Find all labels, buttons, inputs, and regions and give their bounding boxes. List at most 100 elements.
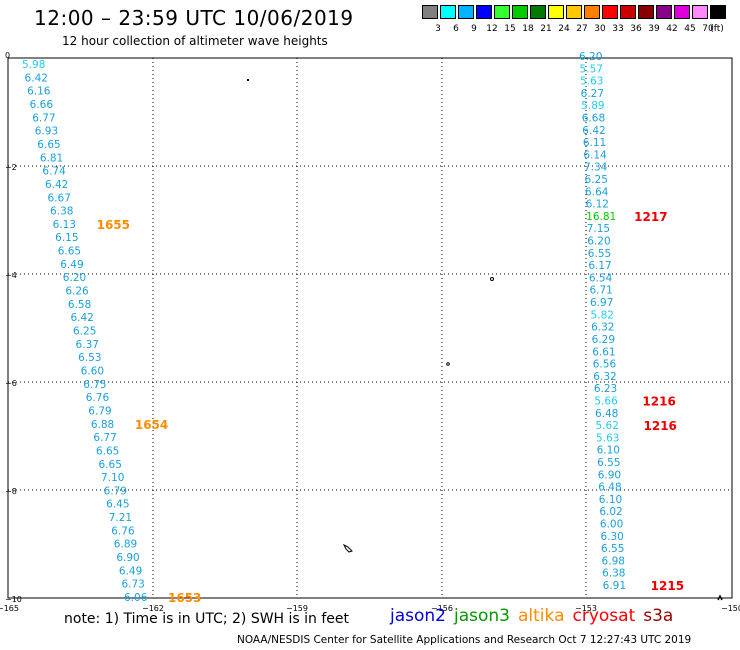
lon-tick-label: −150	[721, 604, 740, 613]
pass-time-label: 1215	[651, 579, 684, 593]
wave-height-value: 6.42	[25, 72, 48, 84]
legend-label: 39	[648, 24, 660, 34]
satellite-s3a: s3a	[643, 606, 674, 626]
units-note: note: 1) Time is in UTC; 2) SWH is in fe…	[64, 611, 350, 627]
wave-height-value: 6.65	[99, 459, 122, 471]
pass-time-label: 1653	[168, 591, 201, 605]
island	[490, 277, 494, 281]
map-subtitle: 12 hour collection of altimeter wave hei…	[62, 34, 328, 48]
legend-swatch	[710, 5, 726, 19]
wave-height-value: 7.34	[584, 162, 608, 174]
legend-swatch	[440, 5, 456, 19]
legend-label: 15	[504, 24, 516, 34]
legend-swatch	[620, 5, 636, 19]
pass-time-label: 1655	[97, 218, 130, 232]
wave-height-value: 6.58	[68, 299, 91, 311]
legend-unit: (ft)	[710, 24, 724, 34]
lat-tick-label: −2	[5, 163, 17, 172]
legend-label: 33	[612, 24, 624, 34]
wave-height-value: 6.49	[60, 259, 83, 271]
map-title: 12:00 – 23:59 UTC 10/06/2019	[34, 6, 354, 30]
wave-height-value: 6.65	[37, 139, 60, 151]
wave-height-value: 6.02	[599, 506, 622, 518]
satellite-cryosat: cryosat	[572, 606, 636, 626]
lat-tick-label: −10	[5, 595, 22, 604]
wave-height-value: 6.79	[88, 405, 111, 417]
wave-height-value: 6.15	[55, 232, 78, 244]
island	[342, 543, 353, 553]
legend-label: 21	[540, 24, 552, 34]
wave-height-value: 6.32	[591, 322, 614, 334]
wave-height-value: 6.91	[603, 580, 626, 592]
wave-height-value: 7.15	[587, 223, 610, 235]
legend-swatch	[476, 5, 492, 19]
wave-height-value: 6.56	[593, 359, 617, 371]
wave-height-value: 6.98	[602, 555, 625, 567]
wave-height-value: 6.11	[583, 137, 606, 149]
legend-swatch	[422, 5, 438, 19]
lon-tick-label: −159	[286, 604, 308, 613]
wave-height-value: 6.64	[585, 186, 609, 198]
wave-height-value: 6.13	[53, 219, 76, 231]
lat-tick-label: −8	[5, 487, 17, 496]
wave-height-value: 6.88	[91, 419, 114, 431]
wave-height-value: 6.00	[600, 518, 623, 530]
wave-height-value: 6.12	[586, 199, 609, 211]
wave-height-value: 5.98	[22, 59, 45, 71]
legend-label: 27	[576, 24, 588, 34]
legend-swatch	[692, 5, 708, 19]
satellite-jason2: jason2	[390, 606, 446, 626]
wave-height-value: 6.49	[119, 565, 142, 577]
wave-height-value: 5.57	[580, 63, 603, 75]
legend-label: 70	[702, 24, 714, 34]
legend-label: 24	[558, 24, 570, 34]
wave-height-value: 6.20	[63, 272, 86, 284]
wave-height-value: 6.42	[70, 312, 93, 324]
wave-height-value: 6.06	[124, 592, 148, 604]
legend-swatch	[548, 5, 564, 19]
wave-height-value: 6.77	[93, 432, 116, 444]
wave-height-value: 6.10	[597, 445, 620, 457]
pass-time-label: 1216	[644, 419, 677, 433]
wave-height-value: 6.76	[86, 392, 110, 404]
legend-swatch	[566, 5, 582, 19]
island	[717, 594, 723, 601]
lat-tick-label: −6	[5, 379, 17, 388]
wave-height-value: 6.23	[594, 383, 617, 395]
wave-height-value: 6.55	[597, 457, 620, 469]
wave-height-value: 6.48	[595, 408, 618, 420]
lon-tick-label: −156	[431, 604, 453, 613]
legend-label: 18	[522, 24, 534, 34]
wave-height-value: 7.21	[109, 512, 132, 524]
wave-height-value: 6.66	[30, 99, 54, 111]
wave-height-value: 6.81	[40, 152, 63, 164]
wave-height-value: 5.66	[594, 395, 618, 407]
wave-height-value: 6.90	[116, 552, 139, 564]
wave-height-value: 6.53	[78, 352, 101, 364]
wave-height-value: 6.25	[73, 326, 96, 338]
wave-height-value: 6.32	[593, 371, 616, 383]
lon-tick-label: −165	[0, 604, 19, 613]
wave-height-value: 6.97	[590, 297, 613, 309]
wave-height-value: 6.17	[588, 260, 611, 272]
wave-height-value: 6.55	[588, 248, 611, 260]
wave-height-value: 6.38	[602, 568, 625, 580]
legend-swatch	[656, 5, 672, 19]
wave-height-value: 6.74	[42, 166, 66, 178]
wave-height-value: 6.55	[601, 543, 624, 555]
wave-height-value: 6.75	[83, 379, 106, 391]
satellite-jason3: jason3	[454, 606, 510, 626]
wave-height-value: 6.73	[121, 579, 144, 591]
island	[446, 362, 450, 366]
legend-swatch	[602, 5, 618, 19]
wave-height-value: 5.62	[596, 420, 619, 432]
wave-height-value: 6.79	[104, 485, 127, 497]
wave-height-value: 6.20	[587, 236, 610, 248]
pass-time-label: 1216	[642, 394, 675, 408]
wave-height-value: 6.65	[96, 445, 119, 457]
legend-label: 9	[471, 24, 477, 34]
pass-time-label: 1654	[135, 418, 168, 432]
wave-height-value: 6.65	[58, 246, 81, 258]
wave-height-value: 5.89	[581, 100, 604, 112]
satellite-altika: altika	[518, 606, 565, 626]
